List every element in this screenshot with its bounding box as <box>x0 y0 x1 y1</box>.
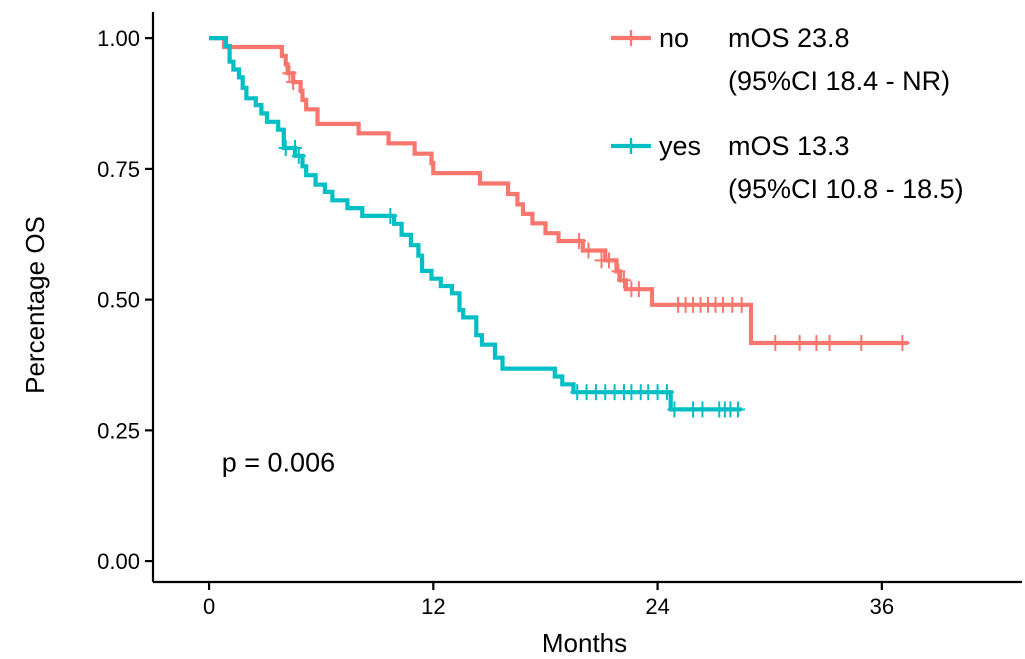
legend-median-label: mOS 13.3 <box>728 131 850 161</box>
x-axis-title: Months <box>542 628 627 658</box>
x-tick-label: 12 <box>421 594 445 619</box>
legend-median-label: mOS 23.8 <box>728 23 850 53</box>
censor-mark-yes <box>667 401 682 418</box>
censor-mark-yes <box>695 401 710 418</box>
y-tick-label: 0.25 <box>97 418 140 443</box>
x-tick-label: 24 <box>645 594 669 619</box>
censor-mark-no <box>809 335 824 352</box>
censor-mark-yes <box>730 401 745 418</box>
censor-mark-no <box>572 233 587 250</box>
y-axis-title: Percentage OS <box>20 216 50 394</box>
censor-mark-no <box>286 74 301 91</box>
series-line-yes <box>209 36 742 412</box>
axes: 0 12 24 36 0.00 0.25 0.50 0.75 1.00 <box>97 12 1022 619</box>
x-tick-label: 0 <box>203 594 215 619</box>
legend-ci-label: (95%CI 18.4 - NR) <box>728 66 950 96</box>
censor-mark-no <box>611 263 626 280</box>
survival-curves <box>209 36 910 418</box>
censor-mark-no <box>616 272 631 289</box>
censor-mark-no <box>601 252 616 269</box>
legend-entry-no: no mOS 23.8 (95%CI 18.4 - NR) <box>611 23 950 96</box>
legend-label: no <box>659 23 689 53</box>
censor-mark-no <box>792 335 807 352</box>
censor-mark-no <box>854 335 869 352</box>
censor-mark-no <box>768 335 783 352</box>
y-tick-label: 1.00 <box>97 26 140 51</box>
legend-label: yes <box>659 131 701 161</box>
y-tick-label: 0.50 <box>97 288 140 313</box>
legend-ci-label: (95%CI 10.8 - 18.5) <box>728 174 964 204</box>
labels: Months Percentage OS p = 0.006 <box>20 216 627 658</box>
legend-entry-yes: yes mOS 13.3 (95%CI 10.8 - 18.5) <box>611 131 964 204</box>
y-tick-label: 0.00 <box>97 549 140 574</box>
censor-mark-no <box>734 296 749 313</box>
x-tick-label: 36 <box>870 594 894 619</box>
censor-mark-yes <box>291 147 306 164</box>
censor-mark-yes <box>383 207 398 224</box>
censor-mark-no <box>282 65 297 82</box>
censor-mark-no <box>895 335 910 352</box>
legend: no mOS 23.8 (95%CI 18.4 - NR) yes mOS 13.3 (9… <box>611 23 964 204</box>
censor-mark-no <box>631 281 646 298</box>
censor-mark-no <box>822 335 837 352</box>
censor-mark-yes <box>288 139 303 156</box>
censor-mark-yes <box>659 384 674 401</box>
censor-mark-no <box>581 242 596 259</box>
y-tick-label: 0.75 <box>97 157 140 182</box>
p-value-annotation: p = 0.006 <box>222 448 335 478</box>
